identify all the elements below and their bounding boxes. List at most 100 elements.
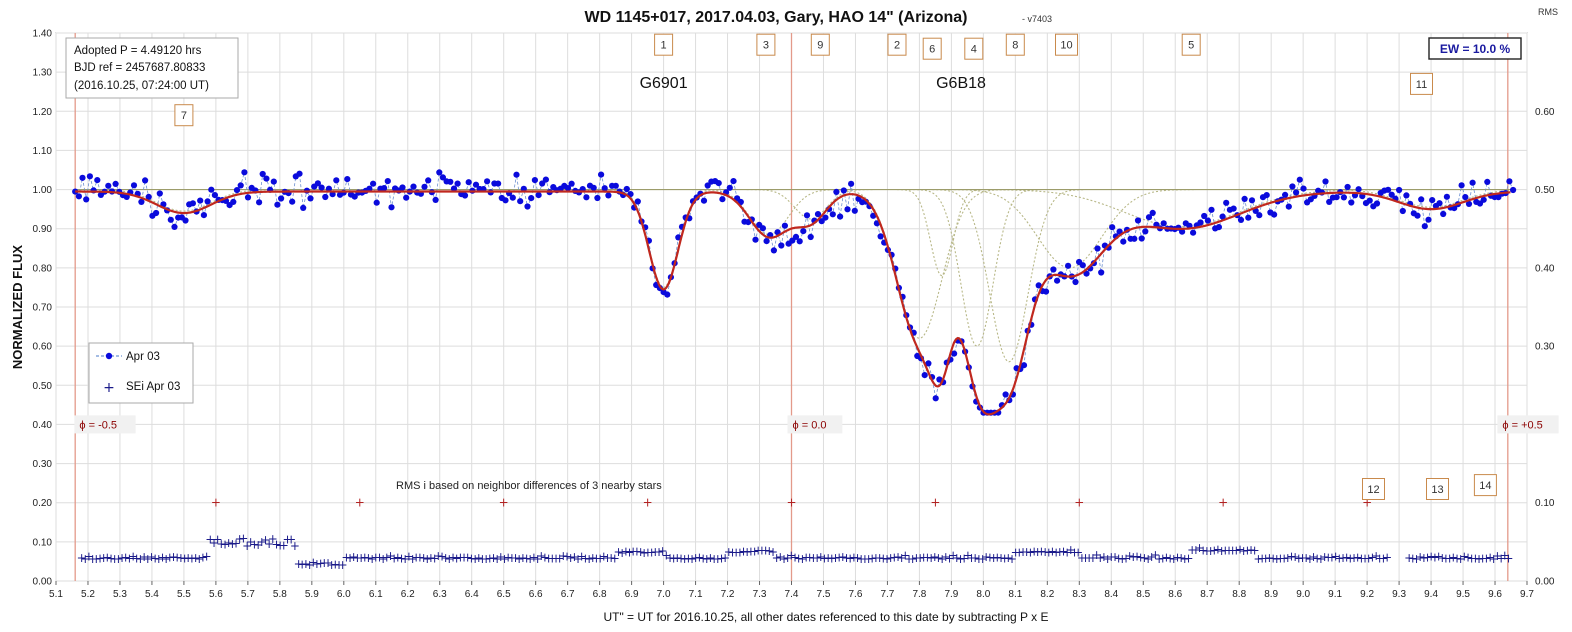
sei-point: + <box>705 551 715 565</box>
sei-point: + <box>1154 552 1164 566</box>
flux-point <box>94 177 101 184</box>
sei-point: + <box>518 551 528 565</box>
y-tick-label: 1.30 <box>33 68 53 79</box>
sei-point: + <box>470 552 480 566</box>
sei-point: + <box>676 552 686 566</box>
flux-point <box>465 179 472 186</box>
sei-point: + <box>558 549 568 563</box>
flux-point <box>833 188 840 195</box>
sei-point: + <box>1106 550 1116 564</box>
flux-point <box>329 191 336 198</box>
flux-point <box>535 192 542 199</box>
flux-point <box>1344 183 1351 191</box>
sei-point: + <box>841 551 851 565</box>
sei-point: + <box>1448 550 1458 564</box>
flux-point <box>237 182 244 189</box>
sei-point: + <box>260 533 270 547</box>
dip-tag-label: 12 <box>1367 484 1379 496</box>
sei-point: + <box>904 552 914 566</box>
sei-point: + <box>1246 543 1256 557</box>
flux-point <box>138 198 145 205</box>
sei-point: + <box>238 532 248 546</box>
y-tick-label: 0.40 <box>33 420 53 431</box>
info-bjd: BJD ref = 2457687.80833 <box>74 62 205 74</box>
flux-point <box>388 204 395 211</box>
flux-point <box>278 195 285 202</box>
dip-tag-label: 7 <box>181 110 187 122</box>
chart-title: WD 1145+017, 2017.04.03, Gary, HAO 14" (… <box>584 9 967 26</box>
x-tick-label: 5.1 <box>49 589 63 600</box>
sei-point: + <box>1411 552 1421 566</box>
sei-point: + <box>168 550 178 564</box>
sei-point: + <box>783 551 793 565</box>
dip-tag-label: 3 <box>763 40 769 52</box>
sei-point: + <box>1095 551 1105 565</box>
sei-point: + <box>1092 548 1102 562</box>
flux-point <box>351 193 358 200</box>
sei-point: + <box>1125 549 1135 563</box>
flux-point <box>244 194 252 201</box>
sei-point: + <box>595 551 605 565</box>
sei-point: + <box>724 545 734 559</box>
flux-point <box>822 214 829 221</box>
sei-point: + <box>150 552 160 566</box>
flux-point <box>877 233 884 240</box>
sei-marker: + <box>643 496 653 510</box>
sei-point: + <box>1415 550 1425 564</box>
sei-point: + <box>1294 552 1304 566</box>
legend-marker-sei: + <box>103 380 115 396</box>
phase-labels: ϕ = -0.5 ϕ = 0.0 ϕ = +0.5 <box>74 415 1559 434</box>
flux-point <box>1285 203 1292 210</box>
sei-point: + <box>1342 550 1352 564</box>
sei-point: + <box>1272 552 1282 566</box>
sei-point: + <box>1121 551 1131 565</box>
sei-point: + <box>275 538 285 552</box>
flux-point <box>145 193 152 200</box>
flux-point <box>156 190 163 197</box>
x-tick-label: 9.2 <box>1360 589 1374 600</box>
sei-point: + <box>624 545 634 559</box>
component-curve <box>932 189 1085 363</box>
flux-point <box>792 233 800 240</box>
sei-point: + <box>113 552 123 566</box>
sei-point: + <box>897 551 907 565</box>
flux-point <box>1035 282 1042 289</box>
sei-point: + <box>341 551 351 565</box>
y-tick-label: 1.20 <box>33 107 53 118</box>
flux-point <box>800 228 807 235</box>
sei-point: + <box>606 551 616 565</box>
sei-point: + <box>209 536 219 550</box>
sei-point: + <box>80 552 90 566</box>
sei-point: + <box>132 552 142 566</box>
flux-point <box>130 182 138 189</box>
flux-point <box>200 212 207 219</box>
flux-point <box>256 199 263 206</box>
sei-point: + <box>1275 552 1285 566</box>
flux-point <box>590 184 597 191</box>
dip-tag-label: 9 <box>817 40 823 52</box>
flux-point <box>598 171 605 178</box>
dip-tag-label: 4 <box>971 44 977 56</box>
sei-point: + <box>1117 552 1127 566</box>
sei-point: + <box>1308 550 1318 564</box>
sei-point: + <box>95 551 105 565</box>
flux-point <box>1223 199 1230 206</box>
sei-point: + <box>735 545 745 559</box>
sei-point: + <box>1084 551 1094 565</box>
sei-point: + <box>786 548 796 562</box>
x-tick-label: 5.7 <box>241 589 255 600</box>
flux-point <box>83 196 90 203</box>
sei-point: + <box>393 550 403 564</box>
component-curve <box>692 189 846 236</box>
sei-point: + <box>713 552 723 566</box>
flux-point <box>1248 197 1256 204</box>
flux-point <box>171 223 178 230</box>
sei-point: + <box>794 552 804 566</box>
sei-point: + <box>772 551 782 565</box>
sei-point: + <box>183 551 193 565</box>
dip-tag-box <box>1005 33 1025 56</box>
sei-point: + <box>750 544 760 558</box>
sei-point: + <box>198 550 208 564</box>
sei-point: + <box>1323 550 1333 564</box>
x-tick-label: 6.2 <box>401 589 415 600</box>
